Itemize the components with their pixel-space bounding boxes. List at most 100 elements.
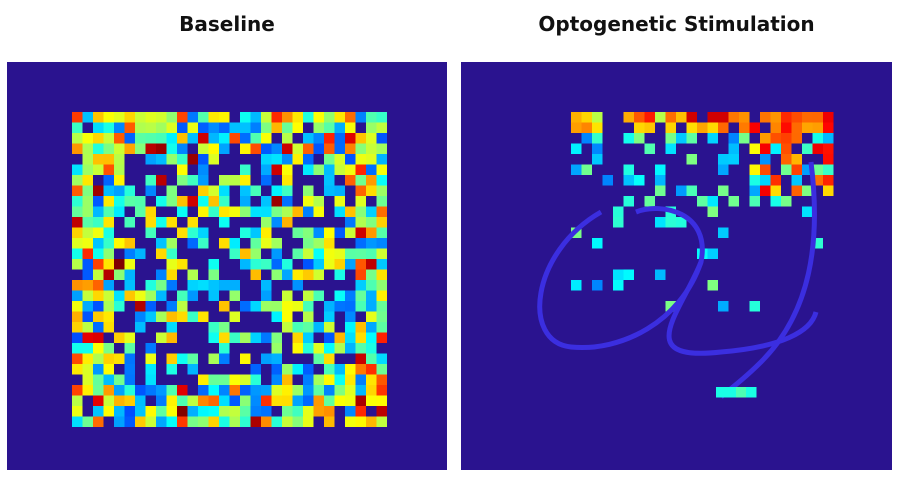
- heatmap-cell: [103, 133, 114, 144]
- heatmap-cell: [135, 143, 146, 154]
- heatmap-cell: [345, 154, 356, 165]
- heatmap-cell: [250, 259, 261, 270]
- heatmap-cell: [355, 154, 366, 165]
- heatmap-cell: [198, 406, 209, 417]
- heatmap-cell: [156, 416, 167, 427]
- heatmap-cell: [303, 332, 314, 343]
- heatmap-cell: [324, 385, 335, 396]
- heatmap-cell: [366, 122, 377, 133]
- heatmap-cell: [303, 290, 314, 301]
- heatmap-cell: [135, 385, 146, 396]
- heatmap-cell: [366, 206, 377, 217]
- heatmap-cell: [103, 364, 114, 375]
- heatmap-cell: [208, 196, 219, 207]
- heatmap-cell: [655, 164, 666, 175]
- heatmap-cell: [282, 185, 293, 196]
- heatmap-cell: [114, 290, 125, 301]
- heatmap-cell: [334, 301, 345, 312]
- heatmap-cell: [802, 206, 813, 217]
- heatmap-cell: [187, 311, 198, 322]
- heatmap-cell: [198, 112, 209, 123]
- heatmap-cell: [366, 217, 377, 228]
- heatmap-cell: [240, 353, 251, 364]
- heatmap-cell: [103, 343, 114, 354]
- optogenetic-stimulation-title: Optogenetic Stimulation: [538, 12, 815, 36]
- heatmap-cell: [187, 238, 198, 249]
- heatmap-cell: [124, 259, 135, 270]
- heatmap-cell: [345, 406, 356, 417]
- heatmap-cell: [823, 164, 834, 175]
- heatmap-cell: [271, 311, 282, 322]
- heatmap-cell: [644, 143, 655, 154]
- heatmap-cell: [72, 143, 83, 154]
- heatmap-cell: [707, 196, 718, 207]
- heatmap-cell: [124, 269, 135, 280]
- heatmap-cell: [812, 175, 823, 186]
- heatmap-cell: [145, 217, 156, 228]
- heatmap-cell: [198, 154, 209, 165]
- heatmap-cell: [760, 112, 771, 123]
- heatmap-cell: [261, 301, 272, 312]
- heatmap-cell: [313, 343, 324, 354]
- heatmap-cell: [665, 122, 676, 133]
- heatmap-cell: [114, 206, 125, 217]
- heatmap-cell: [82, 143, 93, 154]
- heatmap-cell: [282, 290, 293, 301]
- heatmap-cell: [187, 133, 198, 144]
- heatmap-cell: [303, 311, 314, 322]
- heatmap-cell: [282, 416, 293, 427]
- heatmap-cell: [707, 112, 718, 123]
- heatmap-cell: [135, 311, 146, 322]
- heatmap-cell: [219, 353, 230, 364]
- heatmap-cell: [271, 395, 282, 406]
- heatmap-cell: [198, 374, 209, 385]
- heatmap-cell: [739, 122, 750, 133]
- heatmap-cell: [376, 133, 387, 144]
- heatmap-cell: [303, 385, 314, 396]
- heatmap-cell: [177, 143, 188, 154]
- heatmap-cell: [303, 196, 314, 207]
- heatmap-cell: [697, 122, 708, 133]
- heatmap-cell: [634, 112, 645, 123]
- heatmap-cell: [72, 227, 83, 238]
- heatmap-cell: [644, 196, 655, 207]
- heatmap-cell: [292, 112, 303, 123]
- heatmap-cell: [355, 217, 366, 228]
- heatmap-cell: [376, 122, 387, 133]
- heatmap-cell: [177, 133, 188, 144]
- heatmap-cell: [250, 385, 261, 396]
- heatmap-cell: [676, 217, 687, 228]
- heatmap-cell: [103, 280, 114, 291]
- heatmap-cell: [376, 395, 387, 406]
- heatmap-cell: [324, 238, 335, 249]
- heatmap-cell: [93, 164, 104, 175]
- heatmap-cell: [93, 217, 104, 228]
- heatmap-cell: [571, 122, 582, 133]
- heatmap-cell: [93, 353, 104, 364]
- heatmap-cell: [665, 143, 676, 154]
- heatmap-cell: [707, 248, 718, 259]
- heatmap-cell: [345, 301, 356, 312]
- heatmap-cell: [736, 387, 747, 398]
- heatmap-cell: [208, 133, 219, 144]
- heatmap-cell: [282, 374, 293, 385]
- heatmap-cell: [145, 112, 156, 123]
- heatmap-cell: [72, 164, 83, 175]
- heatmap-cell: [166, 112, 177, 123]
- heatmap-cell: [124, 112, 135, 123]
- heatmap-cell: [250, 133, 261, 144]
- heatmap-cell: [82, 133, 93, 144]
- heatmap-cell: [592, 122, 603, 133]
- trajectory-trace: [537, 206, 705, 351]
- heatmap-cell: [592, 112, 603, 123]
- heatmap-cell: [219, 374, 230, 385]
- heatmap-cell: [187, 175, 198, 186]
- heatmap-cell: [581, 133, 592, 144]
- heatmap-cell: [198, 227, 209, 238]
- heatmap-cell: [156, 269, 167, 280]
- heatmap-cell: [156, 332, 167, 343]
- heatmap-cell: [240, 416, 251, 427]
- heatmap-cell: [145, 353, 156, 364]
- heatmap-cell: [355, 227, 366, 238]
- heatmap-cell: [166, 185, 177, 196]
